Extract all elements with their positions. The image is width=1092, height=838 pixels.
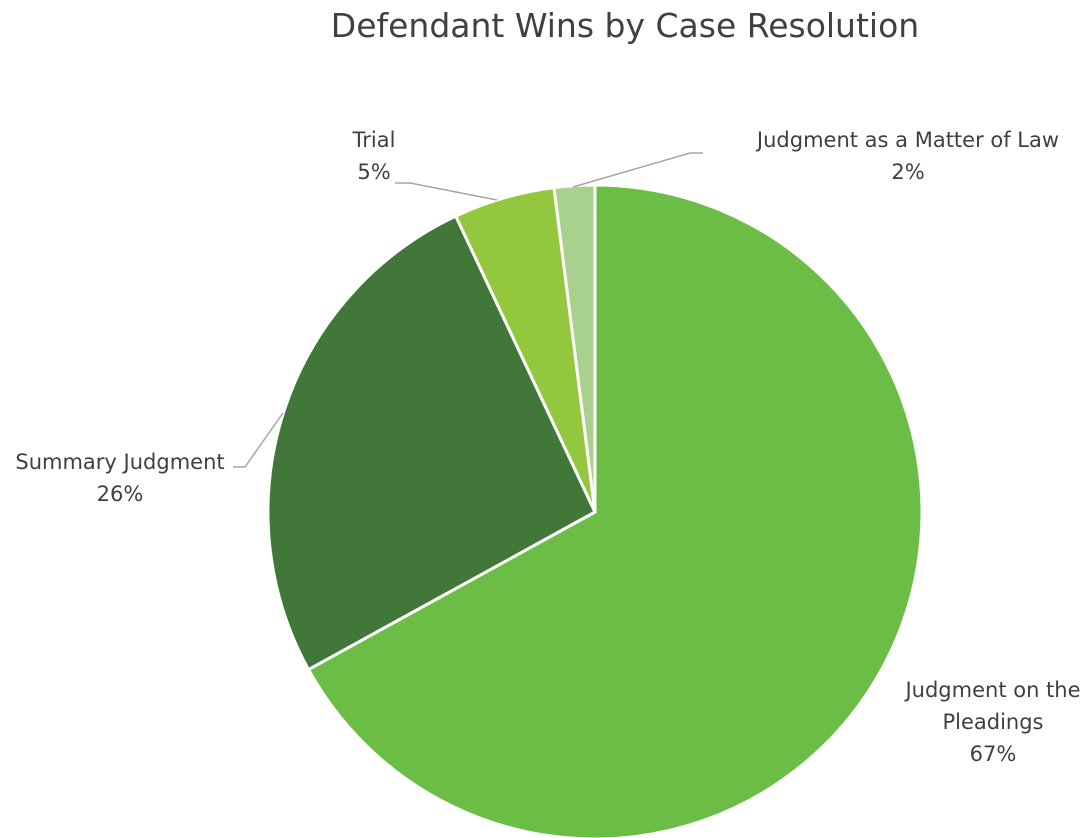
category-label: Judgment as a Matter of Law bbox=[756, 128, 1060, 152]
chart-title: Defendant Wins by Case Resolution bbox=[330, 6, 920, 45]
value-label: 67% bbox=[969, 742, 1017, 766]
slice-label: Judgment as a Matter of Law 2% bbox=[728, 124, 1088, 188]
slice-label: Trial 5% bbox=[324, 124, 424, 188]
pie-slice bbox=[266, 214, 597, 672]
slice-label: Summary Judgment 26% bbox=[0, 446, 240, 510]
category-label: Trial bbox=[352, 128, 396, 152]
pie bbox=[266, 183, 924, 838]
value-label: 26% bbox=[96, 482, 144, 506]
leader-line bbox=[572, 152, 703, 188]
pie-slice bbox=[552, 183, 597, 513]
leader-line bbox=[233, 412, 284, 468]
pie-slice bbox=[306, 183, 924, 838]
slice-label: Judgment on the Pleadings 67% bbox=[898, 674, 1088, 770]
leader-line bbox=[395, 182, 498, 201]
value-label: 2% bbox=[891, 160, 925, 184]
category-label: Judgment on the Pleadings bbox=[905, 678, 1081, 734]
value-label: 5% bbox=[357, 160, 391, 184]
category-label: Summary Judgment bbox=[15, 450, 225, 474]
